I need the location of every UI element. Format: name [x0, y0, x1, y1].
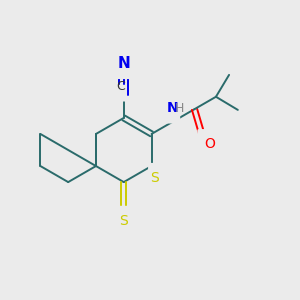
Text: C: C — [115, 86, 125, 100]
Text: S: S — [119, 207, 129, 221]
Text: N: N — [117, 56, 130, 71]
Text: N: N — [167, 108, 179, 122]
Text: O: O — [205, 137, 216, 152]
Text: H: H — [175, 102, 184, 115]
Text: S: S — [119, 214, 128, 228]
Text: N: N — [118, 64, 130, 78]
Text: C: C — [116, 80, 124, 93]
Text: S: S — [149, 164, 160, 178]
Text: O: O — [199, 130, 211, 145]
Text: N: N — [167, 101, 179, 115]
Text: S: S — [150, 171, 159, 185]
